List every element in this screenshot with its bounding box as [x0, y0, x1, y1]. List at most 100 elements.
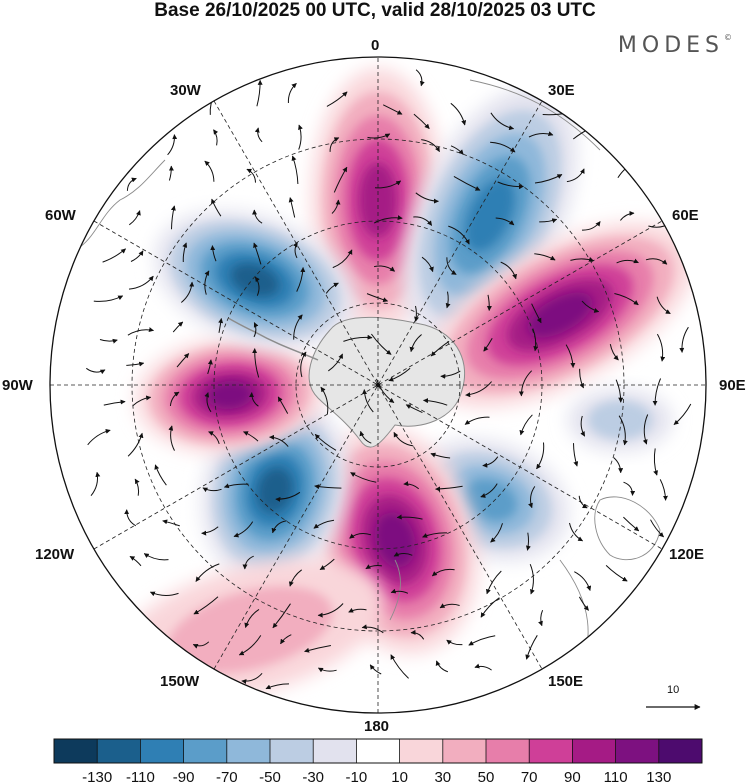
flow-arrow [126, 177, 137, 191]
flow-arrow [127, 432, 144, 457]
colorbar: -130 -110 -90 -70 -50 -30 -10 10 30 50 70 90 110 130 [53, 738, 703, 783]
anomaly-contour [462, 478, 518, 522]
flow-arrow [348, 607, 367, 613]
flow-arrow [168, 425, 175, 451]
flow-arrow [490, 112, 515, 131]
coastlines [74, 79, 661, 691]
flow-arrow [518, 370, 533, 397]
flow-arrow [415, 69, 425, 87]
flow-arrow [528, 486, 536, 509]
flow-arrow [534, 253, 556, 261]
flow-arrow [218, 318, 224, 333]
flow-arrow [525, 532, 531, 551]
colorbar-swatch [442, 739, 486, 763]
flow-arrow [359, 430, 372, 444]
flow-arrow [376, 378, 395, 404]
colorbar-tick-label: 10 [391, 769, 408, 783]
flow-arrow [414, 305, 420, 322]
flow-arrow [320, 386, 329, 414]
anomaly-contour [465, 178, 515, 252]
flow-arrow [645, 258, 668, 265]
flow-arrow [304, 645, 331, 653]
coastline [469, 79, 601, 151]
flow-arrow [193, 596, 219, 615]
flow-arrow [362, 389, 374, 413]
anomaly-field [115, 68, 694, 701]
flow-arrow [204, 270, 210, 295]
brand-text: MODES [617, 33, 724, 58]
flow-arrow [238, 635, 262, 656]
map-title: Base 26/10/2025 00 UTC, valid 28/10/2025… [154, 0, 596, 21]
flow-arrow [679, 326, 689, 353]
flow-arrow [623, 516, 640, 532]
flow-arrow [528, 131, 554, 138]
modes-logo: MODES© [618, 33, 732, 58]
flow-arrow [293, 314, 303, 340]
colorbar-swatch [226, 739, 270, 763]
flow-arrow [430, 452, 451, 459]
coastline [74, 159, 166, 251]
flow-arrow [373, 265, 395, 272]
coastline [389, 559, 401, 621]
flow-arrows [85, 69, 692, 690]
map-frame [49, 56, 707, 714]
colorbar-swatch [270, 739, 314, 763]
label-0: 0 [371, 37, 380, 54]
colorbar-swatch [97, 739, 141, 763]
flow-arrow [87, 428, 111, 446]
flow-arrow [204, 392, 212, 413]
flow-arrow [450, 145, 464, 155]
flow-arrow [246, 168, 256, 183]
flow-arrow [614, 293, 639, 306]
flow-arrow [374, 180, 402, 189]
colorbar-swatch [486, 739, 530, 763]
flow-arrow [326, 91, 348, 107]
flow-arrow [485, 570, 502, 595]
flow-arrow [102, 248, 126, 263]
flow-arrow [208, 431, 220, 445]
flow-arrow [525, 635, 538, 660]
flow-arrow [272, 603, 291, 629]
flow-arrow [396, 514, 423, 520]
flow-arrow [393, 431, 414, 447]
flow-arrow [581, 300, 600, 313]
flow-arrow [244, 608, 260, 628]
colorbar-tick-label: 110 [604, 769, 628, 783]
flow-arrow [167, 134, 178, 156]
flow-arrow [162, 519, 180, 527]
label-60w: 60W [45, 207, 76, 224]
flow-arrow [569, 522, 584, 542]
flow-arrow [539, 218, 558, 224]
antarctica-landmass [308, 316, 466, 448]
flow-arrow [656, 296, 671, 315]
flow-arrow [124, 509, 137, 527]
flow-arrow [210, 245, 217, 262]
flow-arrow [314, 484, 342, 490]
colorbar-swatch [183, 739, 227, 763]
flow-arrow [605, 565, 628, 582]
flow-arrow [132, 395, 152, 407]
flow-arrow [373, 215, 403, 224]
colorbar-swatch [140, 739, 184, 763]
flow-arrow [129, 555, 142, 567]
flow-arrow [435, 660, 449, 673]
colorbar-tick-label: 130 [646, 769, 671, 783]
graticule [50, 57, 706, 713]
flow-arrow [453, 175, 481, 191]
meridian-line [213, 100, 543, 670]
flow-arrow [292, 242, 298, 259]
flow-arrow [532, 328, 539, 352]
flow-arrow [319, 558, 335, 571]
flow-arrow [288, 197, 296, 218]
flow-arrow [480, 483, 498, 498]
flow-arrow [204, 160, 215, 182]
flow-arrow [252, 348, 260, 378]
flow-arrow [618, 415, 628, 446]
flow-arrow [382, 104, 403, 115]
flow-arrow [126, 361, 145, 367]
flow-arrow [243, 431, 259, 442]
colorbar-tick-label: 70 [521, 769, 538, 783]
flow-arrow [531, 303, 542, 324]
flow-arrow [269, 434, 289, 447]
flow-arrow [332, 249, 353, 269]
